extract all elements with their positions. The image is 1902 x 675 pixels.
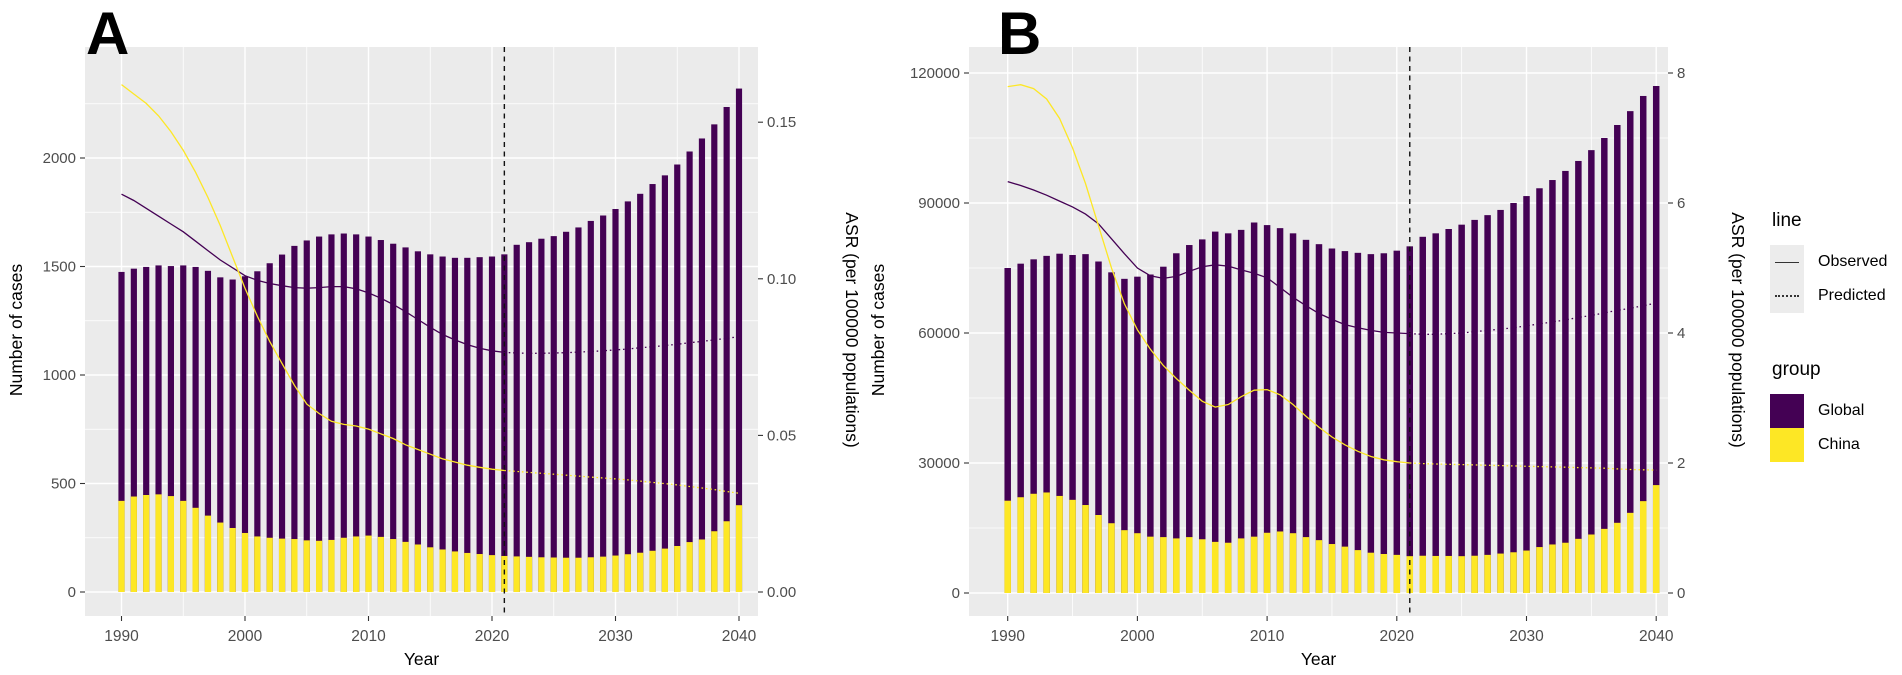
- svg-text:2040: 2040: [1639, 628, 1674, 645]
- svg-text:120000: 120000: [910, 65, 960, 82]
- legend-item-global: Global: [1770, 394, 1902, 428]
- line-china-dotted: [1409, 462, 1657, 471]
- svg-text:2000: 2000: [228, 628, 263, 645]
- svg-text:2010: 2010: [1250, 628, 1285, 645]
- legend-group-keys: Global China: [1770, 394, 1902, 462]
- panel-a: 0 500 1000 1500 2000 0.00 0.05 0.10 0.15 1990 2000…: [6, 0, 862, 669]
- y-right-title-a: ASR (per 100000 populations): [842, 212, 862, 447]
- svg-text:0: 0: [952, 585, 960, 602]
- svg-text:1000: 1000: [43, 367, 76, 384]
- legend-item-predicted: Predicted: [1770, 279, 1902, 313]
- svg-text:1500: 1500: [43, 259, 76, 276]
- legend-china-label: China: [1818, 436, 1860, 453]
- panel-letter-a: A: [86, 0, 129, 67]
- legend-line-title: line: [1772, 210, 1802, 231]
- legend-item-observed: Observed: [1770, 245, 1902, 279]
- svg-text:2030: 2030: [598, 628, 633, 645]
- panel-b: 0 30000 60000 90000 120000 0 2 4 6 8 1990 2000 2010 2…: [868, 0, 1748, 669]
- x-axis-title-a: Year: [404, 649, 440, 669]
- svg-text:0.10: 0.10: [767, 271, 796, 288]
- svg-text:0.00: 0.00: [767, 584, 796, 601]
- svg-text:2040: 2040: [722, 628, 757, 645]
- line-china-solid: [1007, 84, 1410, 464]
- line-global-solid: [121, 193, 505, 354]
- y-right-title-b: ASR (per 100000 populations): [1728, 212, 1748, 447]
- svg-text:6: 6: [1677, 195, 1685, 212]
- china-color-swatch: [1770, 428, 1804, 462]
- svg-text:1990: 1990: [104, 628, 139, 645]
- legend-line-keys: Observed Predicted: [1770, 245, 1902, 313]
- legend-group-title: group: [1772, 359, 1821, 380]
- svg-text:0.05: 0.05: [767, 427, 796, 444]
- svg-text:500: 500: [51, 476, 76, 493]
- legend-predicted-label: Predicted: [1818, 287, 1886, 304]
- panel-b-bars-global: [1004, 86, 1660, 594]
- global-color-swatch: [1770, 394, 1804, 428]
- panel-a-bars-china: [118, 494, 743, 592]
- legend: line Observed Predicted group Global: [1770, 210, 1902, 462]
- panel-b-bars-china: [1004, 485, 1660, 593]
- observed-key-box: [1770, 245, 1804, 279]
- svg-text:0: 0: [68, 584, 76, 601]
- line-global-solid: [1007, 180, 1410, 335]
- svg-text:2020: 2020: [1380, 628, 1415, 645]
- svg-text:90000: 90000: [918, 195, 960, 212]
- legend-observed-label: Observed: [1818, 253, 1888, 270]
- dotted-line-icon: [1775, 295, 1799, 297]
- svg-text:1990: 1990: [990, 628, 1025, 645]
- svg-text:4: 4: [1677, 325, 1685, 342]
- x-axis-title-b: Year: [1301, 649, 1337, 669]
- panel-letter-b: B: [998, 0, 1041, 67]
- y-left-title-a: Number of cases: [6, 264, 26, 397]
- solid-line-icon: [1775, 261, 1799, 263]
- y-left-title-b: Number of cases: [868, 264, 888, 397]
- svg-text:2: 2: [1677, 455, 1685, 472]
- svg-text:0: 0: [1677, 585, 1685, 602]
- predicted-key-box: [1770, 279, 1804, 313]
- line-global-dotted: [1409, 302, 1657, 335]
- svg-text:2030: 2030: [1509, 628, 1544, 645]
- line-china-solid: [121, 84, 505, 472]
- svg-text:0.15: 0.15: [767, 114, 796, 131]
- svg-text:2010: 2010: [351, 628, 386, 645]
- panel-a-bars-global: [118, 88, 743, 593]
- svg-text:30000: 30000: [918, 455, 960, 472]
- svg-text:2020: 2020: [475, 628, 510, 645]
- svg-text:2000: 2000: [43, 150, 76, 167]
- legend-global-label: Global: [1818, 402, 1865, 419]
- svg-text:60000: 60000: [918, 325, 960, 342]
- legend-item-china: China: [1770, 428, 1902, 462]
- svg-text:8: 8: [1677, 65, 1685, 82]
- svg-text:2000: 2000: [1120, 628, 1155, 645]
